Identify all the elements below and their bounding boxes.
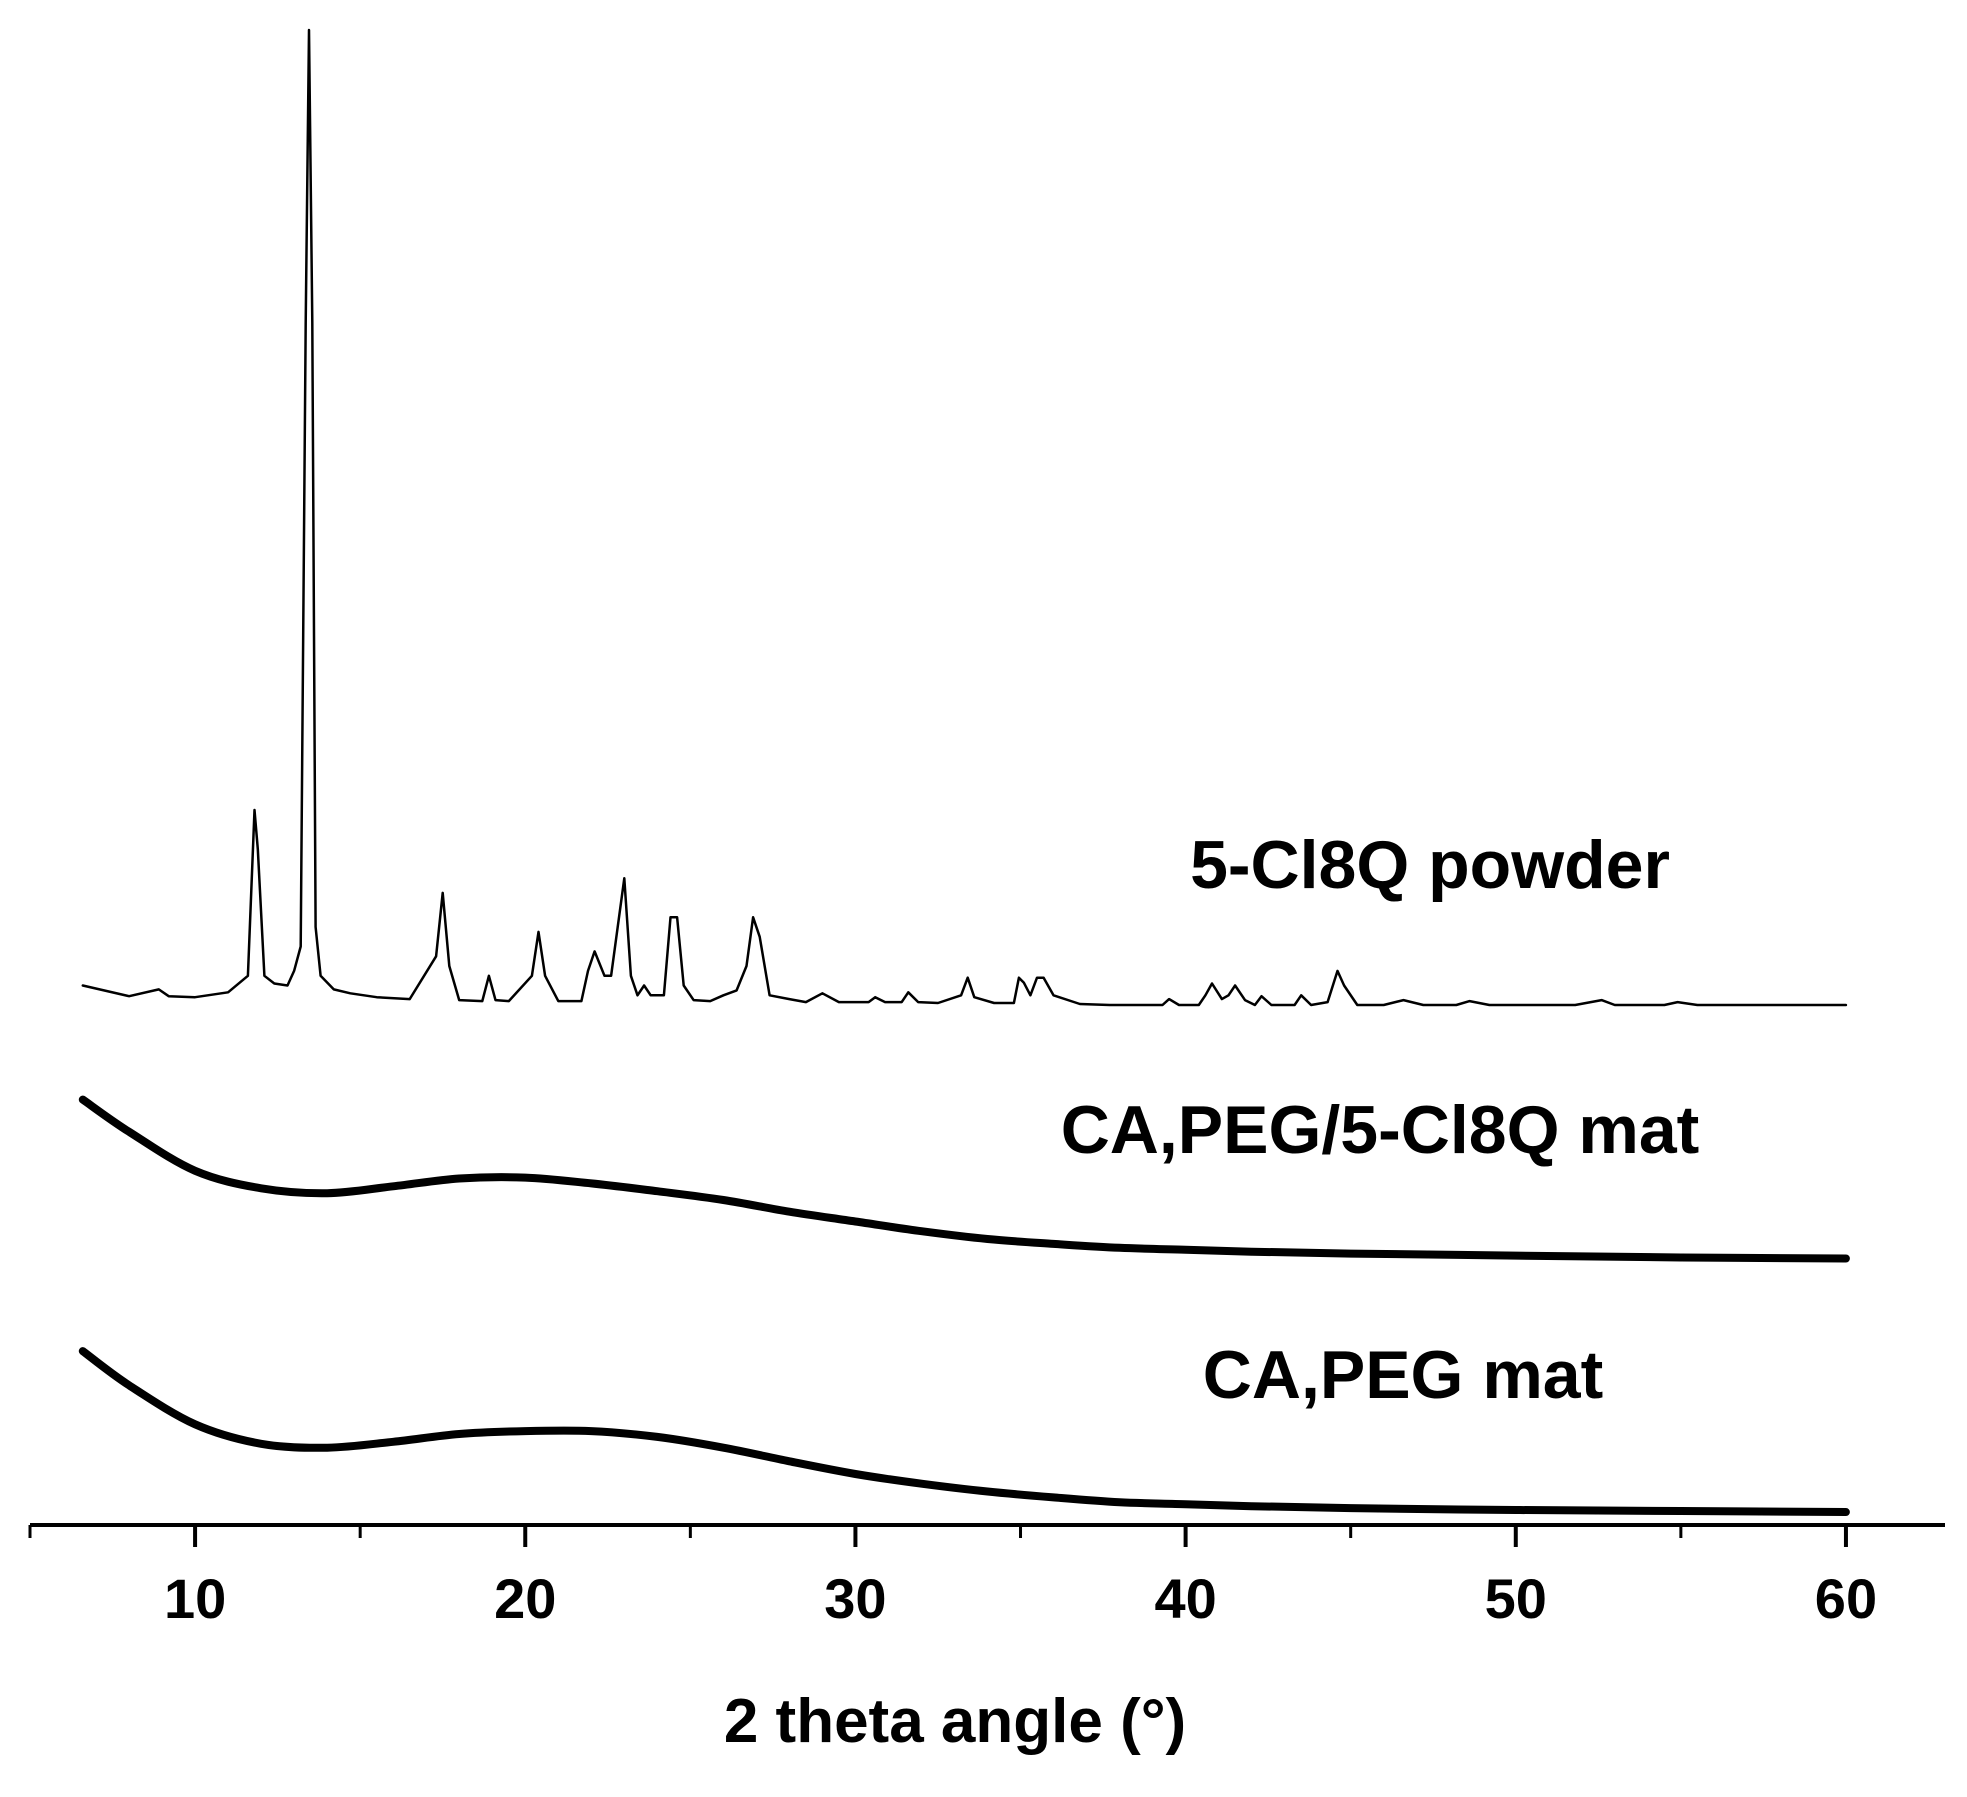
series-line-1 [78, 1095, 1850, 1263]
series-labels: 5-Cl8Q powder CA,PEG/5-Cl8Q mat CA,PEG mat [1061, 827, 1700, 1413]
x-tick-label: 30 [824, 1567, 886, 1630]
x-axis-tick-labels: 10 20 30 40 50 60 [164, 1567, 1877, 1630]
x-axis-ticks [28, 1525, 1848, 1547]
series-line-2 [78, 1347, 1850, 1516]
x-tick-label: 20 [494, 1567, 556, 1630]
series-label-0: 5-Cl8Q powder [1190, 827, 1670, 903]
x-tick-label: 60 [1815, 1567, 1877, 1630]
x-axis-title: 2 theta angle (°) [724, 1687, 1186, 1756]
series-label-1: CA,PEG/5-Cl8Q mat [1061, 1092, 1700, 1168]
series-layer [78, 28, 1850, 1516]
series-line-0 [81, 28, 1848, 1007]
series-label-2: CA,PEG mat [1203, 1337, 1604, 1413]
x-tick-label: 50 [1485, 1567, 1547, 1630]
x-tick-label: 10 [164, 1567, 226, 1630]
x-tick-label: 40 [1154, 1567, 1216, 1630]
